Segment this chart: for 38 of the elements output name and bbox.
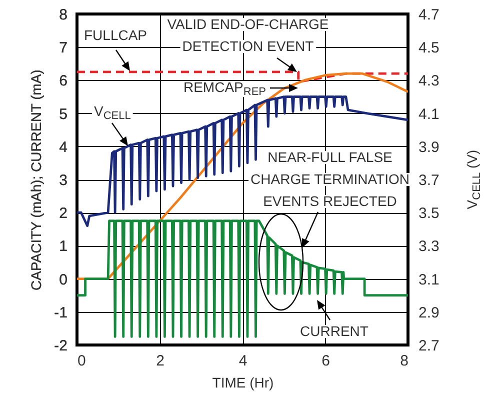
y-tick-label: 2 (59, 205, 68, 222)
y2-tick-label: 3.7 (418, 172, 440, 189)
y2-tick-label: 4.3 (418, 72, 440, 90)
series-label: V$_{CELL}$ (94, 103, 131, 122)
line-series (77, 72, 408, 280)
y-tick-label: 6 (59, 72, 68, 90)
series-label: CURRENT (300, 323, 369, 339)
series-label: REMCAP$_{REP}$ (183, 79, 266, 98)
x-tick-label: 2 (156, 352, 164, 370)
annotation: NEAR-FULL FALSE CHARGE TERMINATION EVENTS REJECTED (250, 149, 410, 209)
y-tick-label: 7 (59, 40, 68, 57)
x-tick-label: 8 (400, 352, 408, 370)
x-tick-label: 4 (238, 352, 248, 370)
y-tick-label: 1 (59, 238, 68, 256)
y-tick-label: -2 (54, 338, 68, 354)
x-tick-label: 0 (78, 352, 86, 370)
line-series (77, 96, 408, 228)
y-tick-label: 0 (59, 271, 68, 288)
y2-tick-label: 3.5 (418, 205, 440, 222)
y-axis-title: CAPACITY (mAh); CURRENT (mA) (28, 70, 44, 290)
y-tick-label: 5 (59, 106, 68, 123)
y-tick-label: 4 (59, 138, 68, 156)
x-axis-title: TIME (Hr) (212, 374, 274, 390)
y2-tick-label: 4.5 (418, 40, 440, 57)
y2-tick-label: 3.3 (418, 238, 440, 256)
y2-tick-label: 2.9 (418, 304, 440, 322)
annotation: VALID END-OF-CHARGE DETECTION EVENT (167, 16, 329, 54)
y-tick-label: 3 (59, 172, 68, 189)
y2-tick-label: 3.9 (418, 138, 440, 156)
x-tick-label: 6 (322, 352, 330, 370)
y2-tick-label: 2.7 (418, 338, 440, 354)
y-tick-label: 8 (59, 6, 68, 24)
y-tick-label: -1 (54, 304, 68, 322)
y2-tick-label: 4.7 (418, 6, 440, 24)
line-series (77, 220, 408, 338)
y2-tick-label: 3.1 (418, 271, 440, 288)
text: FULLCAP (84, 27, 148, 43)
y2-tick-label: 4.1 (418, 106, 440, 123)
